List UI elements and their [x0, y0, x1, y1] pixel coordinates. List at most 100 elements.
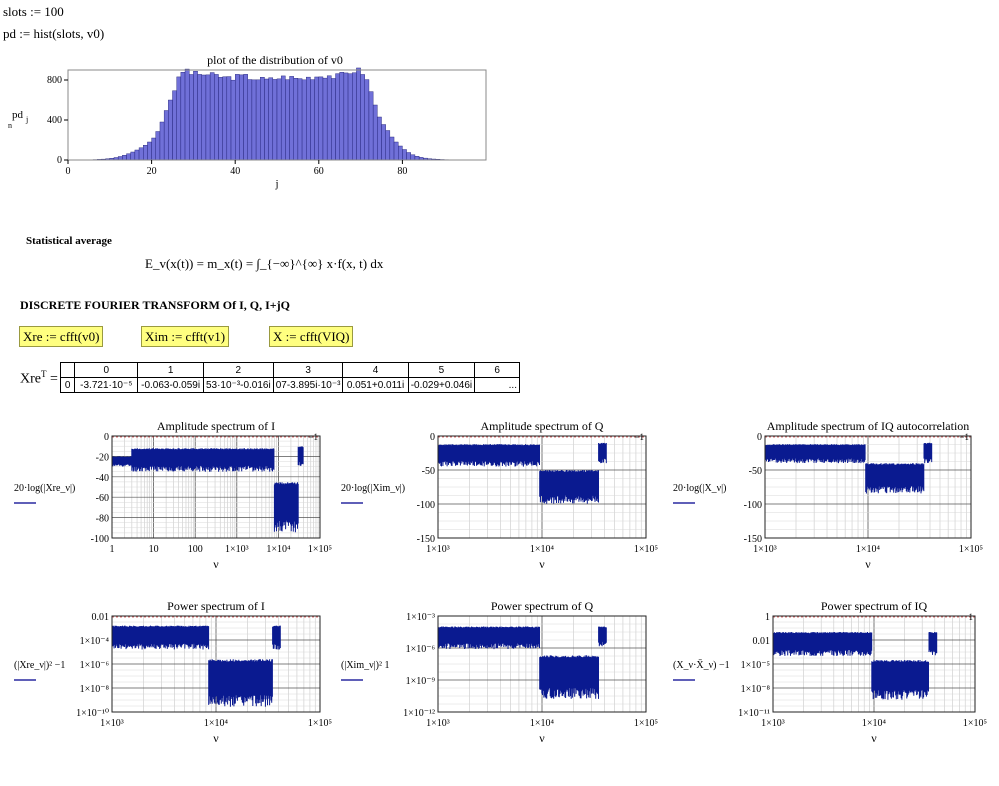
series-band	[273, 482, 299, 533]
pd-definition[interactable]: pd := hist(slots, v0)	[3, 26, 105, 41]
histogram-bar	[398, 145, 403, 161]
histogram-ylabel: pd	[12, 109, 24, 121]
histogram-bar	[310, 79, 315, 161]
x-axis-label: ν	[213, 557, 219, 571]
x-definition[interactable]: X := cfft(VIQ)	[269, 326, 354, 347]
data-series	[764, 442, 933, 494]
slots-definition[interactable]: slots := 100	[3, 4, 64, 19]
power-spectrum-i-plot[interactable]: Power spectrum of I 0.01 1×10⁻⁴ 1×10⁻⁶ 1×10⁻…	[0, 598, 335, 758]
y-tick-label: 0.01	[92, 612, 110, 623]
amplitude-spectrum-i-plot[interactable]: Amplitude spectrum of I −1 0 -20 -40 -60 -80 -1…	[0, 418, 335, 580]
histogram-bar	[130, 151, 136, 161]
table-cell[interactable]: -0.029+0.046i	[407, 377, 476, 393]
histogram-bar	[289, 76, 294, 161]
reference-label: −1	[308, 432, 318, 442]
histogram-bar	[306, 76, 311, 161]
histogram-bar	[247, 79, 253, 161]
table-cell[interactable]: -0.063-0.059i	[137, 377, 204, 393]
histogram-bar	[326, 75, 332, 161]
plot-frame	[111, 615, 321, 713]
y-tick-label: 400	[47, 115, 62, 126]
histogram-bar	[122, 155, 127, 161]
histogram-bar	[377, 116, 382, 161]
x-tick-label: 1×10⁵	[634, 544, 658, 555]
x-tick-label: 1×10⁴	[862, 718, 887, 729]
x-tick-label: 1×10³	[761, 718, 785, 729]
column-header-5: 5	[407, 362, 476, 378]
y-tick-label: -100	[417, 500, 435, 511]
y-tick-label: 1×10⁻¹¹	[738, 708, 770, 719]
table-cell[interactable]: -3.721·10⁻⁵	[74, 377, 139, 393]
histogram-bar	[352, 72, 357, 161]
histogram-bar	[410, 154, 416, 161]
x-tick-label: 1×10⁴	[530, 544, 555, 555]
series-band	[208, 659, 273, 707]
histogram-bar	[339, 72, 345, 161]
x-axis-label: ν	[539, 731, 545, 745]
table-cell[interactable]: 0.051+0.011i	[342, 377, 409, 393]
histogram-bar	[260, 77, 265, 161]
y-tick-label: -100	[744, 500, 762, 511]
y-tick-label: 0	[757, 432, 762, 443]
x-tick-label: 1×10⁵	[959, 544, 983, 555]
series-band	[539, 469, 599, 504]
histogram-bar	[272, 79, 278, 161]
stat-heading: Statistical average	[26, 235, 112, 247]
x-tick-label: 1×10³	[225, 544, 249, 555]
y-tick-label: -40	[96, 473, 109, 484]
xre-definition[interactable]: Xre := cfft(v0)	[19, 326, 104, 347]
column-header-6: 6	[474, 362, 520, 378]
table-cell[interactable]: ...	[474, 377, 520, 393]
x-axis-label: ν	[213, 731, 219, 745]
histogram-bar	[147, 141, 152, 161]
plot-title: Amplitude spectrum of Q	[481, 419, 604, 433]
stat-formula[interactable]: E_v(x(t)) = m_x(t) = ∫_{−∞}^{∞} x·f(x, t…	[145, 256, 384, 271]
x-tick-label: 1	[110, 544, 115, 555]
y-tick-label: -150	[744, 534, 762, 545]
dft-heading: DISCRETE FOURIER TRANSFORM Of I, Q, I+jQ	[20, 298, 290, 312]
y-axis-label: 20·log(|Xim_ν|)	[341, 483, 405, 494]
y-tick-label: 0	[430, 432, 435, 443]
xim-definition[interactable]: Xim := cfft(v1)	[141, 326, 230, 347]
table-cell[interactable]: 07-3.895i·10⁻³	[272, 377, 344, 393]
histogram-bar	[360, 74, 365, 161]
histogram-bar	[335, 73, 340, 161]
histogram-bar	[243, 74, 248, 161]
y-tick-label: -50	[422, 466, 435, 477]
amplitude-spectrum-q-plot[interactable]: Amplitude spectrum of Q−10-50-100-1501×1…	[335, 418, 665, 580]
table-cell[interactable]: 53·10⁻³-0.016i	[202, 377, 274, 393]
plot-title: Amplitude spectrum of IQ autocorrelation	[767, 419, 970, 433]
histogram-bar	[356, 67, 361, 161]
y-tick-label: 1×10⁻⁹	[406, 676, 436, 687]
histogram-chart[interactable]: plot of the distribution of v0 0 20 40 60 80…	[0, 50, 500, 190]
histogram-bar	[364, 79, 370, 161]
x-tick-label: 1×10³	[426, 544, 450, 555]
x-axis-label: ν	[871, 731, 877, 745]
y-tick-label: 1×10⁻¹⁰	[76, 708, 109, 719]
y-tick-label: 1×10⁻⁸	[80, 684, 110, 695]
column-header-2: 2	[202, 362, 274, 378]
power-spectrum-iq-plot[interactable]: Power spectrum of IQ 1 1 0.01 1×10⁻⁵ 1×10⁻⁸ 1×…	[665, 598, 995, 758]
histogram-bar	[402, 149, 407, 161]
plot-frame	[111, 435, 321, 539]
histogram-frame	[67, 69, 487, 161]
histogram-bar	[163, 110, 169, 161]
x-tick-label: 1×10⁴	[266, 544, 291, 555]
data-series	[437, 442, 607, 504]
data-series	[111, 446, 304, 533]
column-header-4: 4	[342, 362, 409, 378]
amplitude-spectrum-iq-plot[interactable]: Amplitude spectrum of IQ autocorrelation…	[665, 418, 995, 580]
series-band	[598, 442, 607, 464]
data-series	[437, 626, 607, 699]
plot-grid	[111, 615, 320, 713]
histogram-bar	[331, 78, 336, 161]
histogram-bar	[301, 79, 307, 161]
histogram-bar	[234, 74, 240, 161]
series-band	[772, 631, 873, 657]
y-tick-label: 0.01	[753, 636, 771, 647]
y-axis-label: 20·log(|Xre_ν|)	[14, 483, 75, 494]
histogram-bar	[406, 152, 411, 161]
power-spectrum-q-plot[interactable]: Power spectrum of Q 1×10⁻³ 1×10⁻⁶ 1×10⁻⁹ 1×1…	[335, 598, 665, 758]
histogram-bar	[368, 91, 374, 161]
